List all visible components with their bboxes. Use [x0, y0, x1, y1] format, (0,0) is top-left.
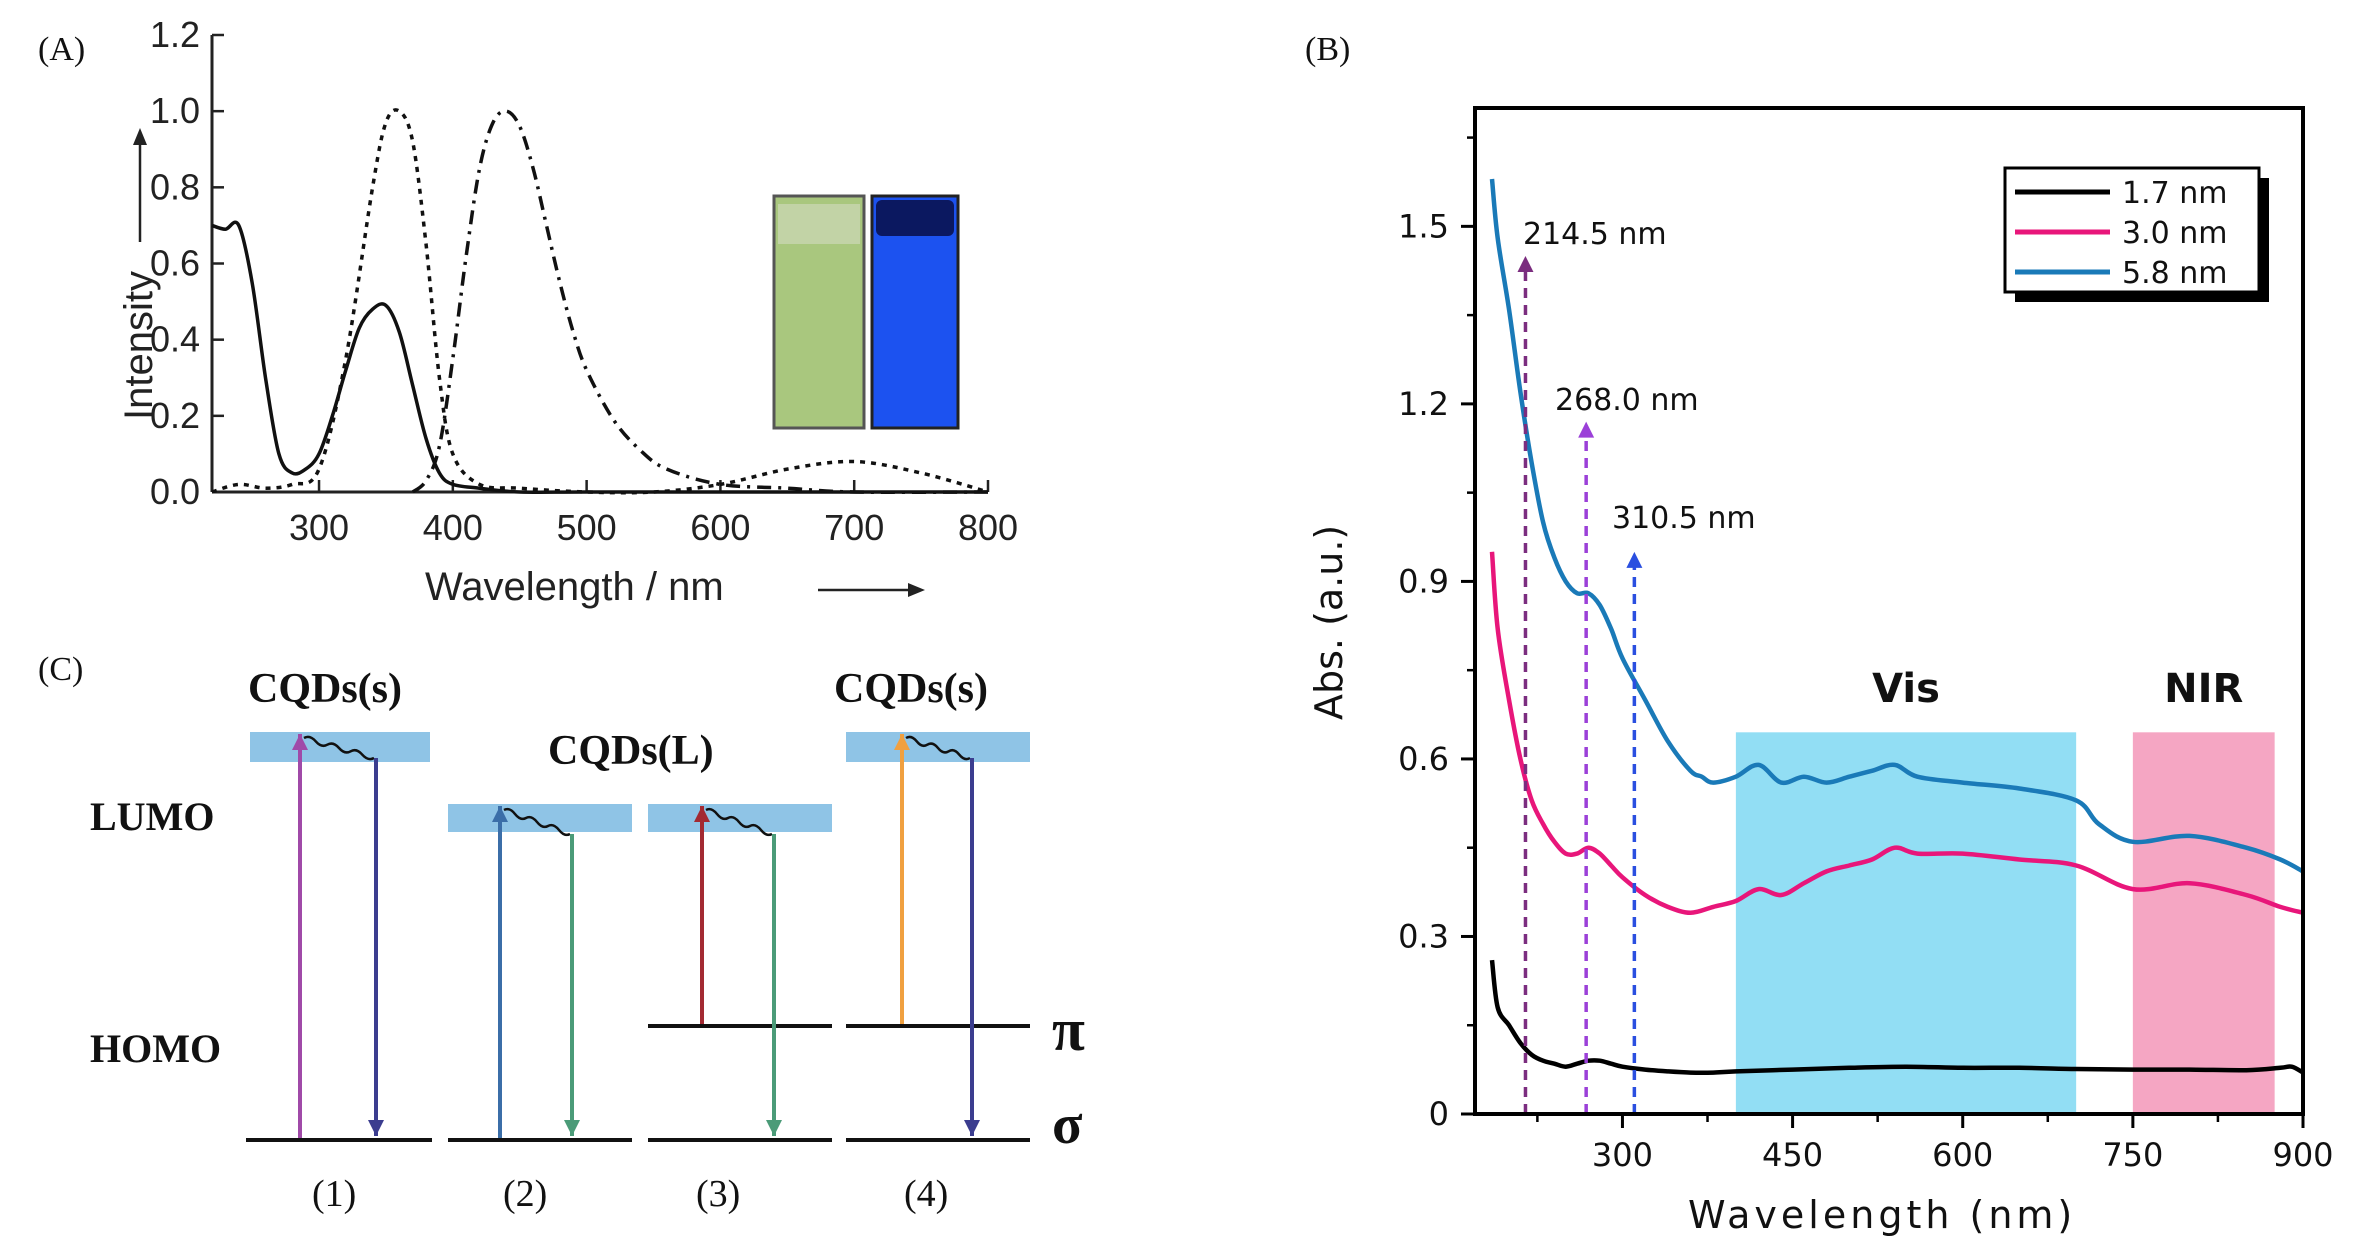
panel-a-label: (A) — [38, 31, 85, 68]
legend-entry: 1.7 nm — [2122, 176, 2227, 211]
label-homo: HOMO — [90, 1026, 221, 1071]
lumo-band-1 — [250, 732, 430, 762]
marker-arrowhead-0 — [1517, 255, 1534, 272]
marker-arrowhead-1 — [1578, 421, 1595, 438]
transition-1-excitation-head — [292, 734, 308, 750]
region-label-nir: NIR — [2164, 666, 2243, 712]
label-cqds-l: CQDs(L) — [548, 728, 714, 774]
panel-a-ytick-label: 0.4 — [150, 319, 200, 360]
label-case-3: (3) — [696, 1173, 740, 1215]
panel-b-ytick-label: 0.3 — [1398, 917, 1449, 955]
label-cqds-s-left: CQDs(s) — [248, 666, 402, 712]
marker-label-0: 214.5 nm — [1523, 217, 1667, 252]
panel-c-diagram: CQDs(s) CQDs(L) CQDs(s) LUMO HOMO π σ (1… — [90, 666, 1085, 1215]
panel-a-series-solid — [211, 220, 988, 495]
panel-b-ytick-label: 0.9 — [1398, 562, 1449, 600]
panel-a-xtick-label: 600 — [690, 507, 750, 548]
transition-2-emission-head — [564, 1120, 580, 1136]
transition-4-emission-head — [964, 1120, 980, 1136]
panel-b-ytick-label: 0 — [1429, 1095, 1449, 1133]
region-label-vis: Vis — [1872, 666, 1940, 712]
label-sigma: σ — [1052, 1094, 1083, 1156]
panel-a-ytick-label: 0.0 — [150, 471, 200, 512]
cuvette-photos — [772, 194, 960, 430]
panel-b-frame — [1473, 106, 2305, 1116]
panel-a-ytick-label: 0.2 — [150, 395, 200, 436]
panel-b-ytick-label: 0.6 — [1398, 740, 1449, 778]
label-case-2: (2) — [503, 1173, 547, 1215]
cuvette-daylight-meniscus — [778, 204, 860, 244]
panel-a-xlabel-arrowhead — [908, 583, 925, 597]
lumo-band-2 — [448, 804, 632, 832]
panel-a-ytick-label: 0.8 — [150, 166, 200, 207]
panel-b-xlabel: Wavelength (nm) — [1688, 1193, 2076, 1237]
panel-c-label: (C) — [38, 651, 83, 688]
marker-label-1: 268.0 nm — [1555, 383, 1699, 418]
panel-b-ytick-label: 1.5 — [1398, 207, 1449, 245]
legend-entry: 5.8 nm — [2122, 256, 2227, 291]
panel-b-xtick-label: 600 — [1932, 1136, 1993, 1174]
label-pi: π — [1052, 997, 1085, 1063]
panel-b-label: (B) — [1305, 31, 1350, 68]
relaxation-1 — [303, 735, 375, 761]
panel-b-legend: 1.7 nm 3.0 nm 5.8 nm — [2003, 166, 2269, 302]
cuvette-uv-meniscus — [876, 200, 954, 236]
panel-a-series-dashdot — [411, 109, 989, 495]
panel-b-xtick-label: 900 — [2272, 1136, 2333, 1174]
panel-a-ylabel-arrowhead — [133, 128, 147, 145]
marker-label-2: 310.5 nm — [1612, 501, 1756, 536]
transition-3-excitation-head — [694, 806, 710, 822]
panel-a-xlabel: Wavelength / nm — [425, 565, 724, 609]
region-nir — [2132, 732, 2275, 1114]
label-cqds-s-right: CQDs(s) — [834, 666, 988, 712]
panel-a-xtick-label: 400 — [423, 507, 483, 548]
label-case-1: (1) — [312, 1173, 356, 1215]
panel-b-xtick-label: 450 — [1762, 1136, 1823, 1174]
label-case-4: (4) — [904, 1173, 948, 1215]
transition-2-excitation-head — [492, 806, 508, 822]
panel-a-ylabel: Intensity — [117, 271, 161, 420]
panel-a-ytick-label: 0.6 — [150, 243, 200, 284]
panel-a-ytick-label: 1.0 — [150, 90, 200, 131]
region-vis — [1735, 732, 2077, 1114]
panel-b-xtick-label: 300 — [1592, 1136, 1653, 1174]
transition-1-emission-head — [368, 1120, 384, 1136]
panel-b-ylabel: Abs. (a.u.) — [1307, 525, 1351, 720]
panel-a-xtick-label: 800 — [958, 507, 1018, 548]
marker-arrowhead-2 — [1626, 551, 1643, 568]
panel-b-series-5-8-nm — [1489, 178, 2305, 874]
panel-b-ytick-label: 1.2 — [1398, 385, 1449, 423]
legend-entry: 3.0 nm — [2122, 216, 2227, 251]
panel-b-series-3-0-nm — [1489, 551, 2304, 916]
relaxation-2 — [503, 807, 571, 837]
lumo-band-3 — [648, 804, 832, 832]
panel-a-ytick-label: 1.2 — [150, 14, 200, 55]
label-lumo: LUMO — [90, 794, 214, 839]
panel-b-xtick-label: 750 — [2102, 1136, 2163, 1174]
transition-3-emission-head — [766, 1120, 782, 1136]
panel-b-chart: Vis NIR 214.5 nm 268.0 nm 310.5 nm 0 0.3 0.6 0… — [1307, 106, 2334, 1237]
relaxation-4 — [905, 735, 971, 761]
panel-b-series-1-7-nm — [1489, 959, 2305, 1075]
panel-a-xtick-label: 300 — [289, 507, 349, 548]
panel-a-xtick-label: 500 — [557, 507, 617, 548]
relaxation-3 — [705, 807, 773, 837]
transition-4-excitation-head — [894, 734, 910, 750]
panel-a-xtick-label: 700 — [824, 507, 884, 548]
